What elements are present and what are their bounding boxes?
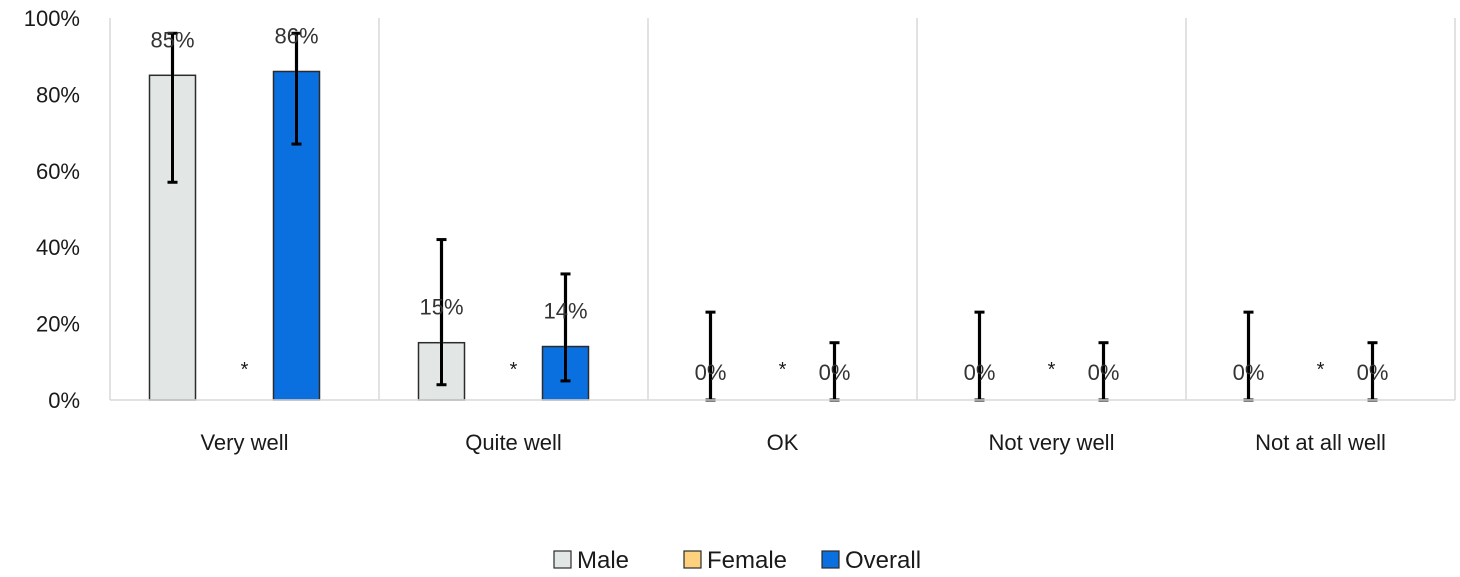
x-category-label: Quite well <box>465 430 562 455</box>
y-tick-label: 100% <box>24 6 80 31</box>
x-category-label: OK <box>767 430 799 455</box>
legend-label-male: Male <box>577 547 629 574</box>
gridlines <box>109 18 1456 400</box>
legend-label-female: Female <box>707 547 787 574</box>
data-label-overall: 0% <box>1088 360 1120 385</box>
data-label-male: 0% <box>1233 360 1265 385</box>
y-tick-label: 20% <box>36 312 80 337</box>
y-tick-label: 0% <box>48 388 80 413</box>
legend: Male Female Overall <box>553 547 921 574</box>
bars <box>148 70 590 401</box>
y-tick-label: 60% <box>36 159 80 184</box>
x-category-label: Not very well <box>989 430 1115 455</box>
data-label-female: * <box>241 359 249 381</box>
data-label-male: 0% <box>695 360 727 385</box>
y-tick-label: 40% <box>36 235 80 260</box>
y-tick-label: 80% <box>36 82 80 107</box>
error-bars <box>167 31 1378 402</box>
data-labels: 85% 15% 0% 0% 0% * * * * * 86% 14% 0% 0% 0% <box>150 23 1388 385</box>
data-label-male: 15% <box>419 295 463 320</box>
legend-label-overall: Overall <box>845 547 921 574</box>
data-label-female: * <box>1048 359 1056 381</box>
data-label-female: * <box>1317 359 1325 381</box>
data-label-male: 0% <box>964 360 996 385</box>
data-label-overall: 86% <box>274 23 318 48</box>
x-category-label: Not at all well <box>1255 430 1386 455</box>
data-label-male: 85% <box>150 27 194 52</box>
data-label-overall: 14% <box>543 299 587 324</box>
legend-swatch-overall <box>821 550 840 569</box>
data-label-female: * <box>510 359 518 381</box>
data-label-female: * <box>779 359 787 381</box>
data-label-overall: 0% <box>819 360 851 385</box>
legend-swatch-female <box>683 550 702 569</box>
data-label-overall: 0% <box>1357 360 1389 385</box>
axes: 0% 20% 40% 60% 80% 100% Very well Quite well OK N… <box>24 6 1455 455</box>
x-category-label: Very well <box>200 430 288 455</box>
legend-swatch-male <box>553 550 572 569</box>
